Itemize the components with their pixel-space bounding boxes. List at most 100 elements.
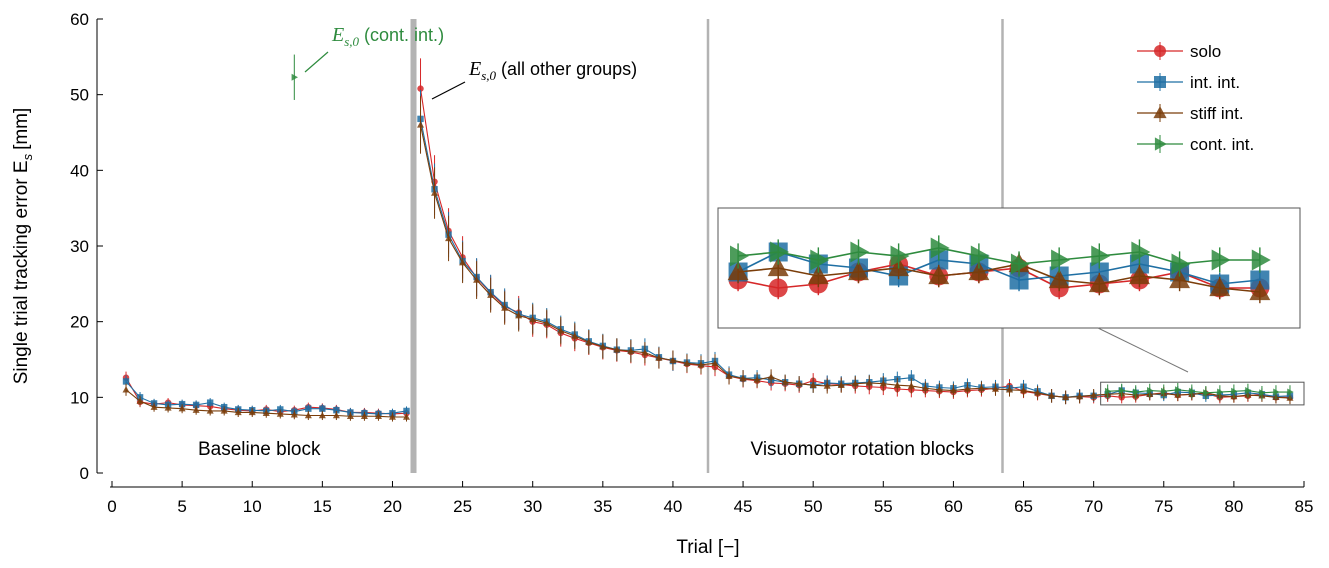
annotations: Es,0 (cont. int.)Es,0 (all other groups): [304, 24, 637, 100]
data-point: [1020, 386, 1028, 394]
data-point: [1161, 387, 1168, 395]
data-point: [627, 347, 635, 354]
inset-data-point: [1171, 253, 1191, 275]
legend-marker: [1154, 45, 1166, 57]
data-point: [487, 291, 495, 298]
inset-data-point: [1250, 270, 1270, 290]
x-tick-label: 10: [243, 497, 262, 516]
y-tick-label: 50: [70, 86, 89, 105]
inset-data-point: [1088, 273, 1110, 293]
series-stiff-int: [122, 96, 1294, 422]
y-axis-title-unit: [mm]: [11, 108, 32, 150]
x-axis-title: Trial [−]: [676, 537, 739, 558]
data-point: [1062, 393, 1070, 401]
data-point: [515, 311, 523, 319]
data-point: [1034, 389, 1042, 396]
annotation-label: (all other groups): [496, 59, 637, 79]
legend-label: stiff int.: [1190, 104, 1244, 123]
data-point: [543, 319, 551, 326]
data-point: [585, 338, 593, 345]
inset-data-point: [850, 241, 870, 263]
data-point: [879, 380, 887, 387]
y-axis-title-main: Single trial tracking error E: [11, 160, 32, 384]
data-point: [206, 407, 214, 414]
data-point: [781, 378, 789, 385]
inset-data-point: [768, 278, 788, 298]
y-tick-label: 40: [70, 161, 89, 180]
data-point: [991, 385, 1000, 392]
y-tick-label: 60: [70, 10, 89, 29]
data-point: [739, 374, 747, 382]
data-point: [402, 413, 411, 420]
x-tick-label: 85: [1295, 497, 1314, 516]
data-point: [697, 361, 705, 368]
data-point: [305, 405, 312, 412]
data-point: [192, 406, 200, 413]
legend-marker: [1154, 76, 1166, 88]
inset-data-point: [1089, 262, 1109, 282]
inset-data-point: [1209, 277, 1231, 297]
legend-item: stiff int.: [1137, 104, 1244, 123]
x-tick-label: 55: [874, 497, 893, 516]
data-point: [893, 381, 901, 388]
data-point: [1076, 392, 1084, 400]
x-tick-label: 70: [1084, 497, 1103, 516]
data-point: [178, 400, 186, 408]
data-point: [220, 407, 228, 414]
legend-item: cont. int.: [1137, 135, 1254, 154]
data-point: [1231, 387, 1238, 395]
x-tick-label: 0: [107, 497, 116, 516]
data-point: [963, 385, 971, 392]
x-tick-label: 35: [593, 497, 612, 516]
inset-series-line: [737, 263, 1260, 293]
data-point: [1005, 386, 1014, 393]
data-point: [290, 411, 298, 418]
inset-data-point: [1091, 245, 1111, 267]
annotation-symbol: E: [468, 58, 481, 80]
data-point: [276, 410, 284, 417]
inset-series: [727, 235, 1271, 304]
data-point: [1048, 392, 1056, 399]
data-point: [178, 405, 186, 412]
series-cont-int: [291, 54, 1294, 400]
legend-label: solo: [1190, 42, 1221, 61]
data-point: [332, 411, 340, 419]
data-point: [1147, 387, 1154, 395]
annotation-symbol: E: [331, 24, 344, 46]
data-point: [865, 379, 873, 386]
axes: 0 5 10 15 20 25 30 35 40 45 50 55 60 65 70 75 80 85 0 10 20…: [11, 10, 1313, 558]
inset-data-point: [767, 257, 789, 277]
inset-data-point: [1128, 265, 1150, 285]
x-tick-label: 25: [453, 497, 472, 516]
data-point: [1273, 388, 1280, 396]
series: [122, 54, 1294, 422]
data-point: [150, 403, 158, 410]
data-point: [388, 413, 396, 420]
data-point: [529, 315, 537, 323]
data-point: [164, 404, 172, 411]
inset-data-point: [1048, 269, 1070, 289]
data-point: [571, 332, 579, 339]
y-axis-title: Single trial tracking error Es [mm]: [11, 108, 35, 385]
data-point: [753, 376, 761, 383]
y-tick-label: 10: [70, 388, 89, 407]
data-point: [501, 304, 509, 311]
data-point: [1132, 388, 1140, 396]
data-point: [122, 378, 130, 385]
data-point: [613, 345, 621, 353]
x-tick-label: 65: [1014, 497, 1033, 516]
x-ticks: 0 5 10 15 20 25 30 35 40 45 50 55 60 65 70 75 80 85: [107, 481, 1313, 516]
data-point: [1287, 388, 1294, 396]
data-point: [809, 381, 817, 388]
data-point: [1090, 391, 1098, 398]
x-tick-label: 50: [804, 497, 823, 516]
legend: solo int. int. stiff int. cont. int.: [1137, 42, 1254, 154]
legend-item: int. int.: [1137, 73, 1240, 92]
data-point: [445, 234, 453, 242]
data-point: [1175, 386, 1182, 394]
inset-data-point: [727, 261, 749, 281]
data-point: [1259, 389, 1266, 397]
data-point: [795, 380, 803, 387]
data-point: [908, 374, 915, 381]
legend-item: solo: [1137, 42, 1221, 61]
